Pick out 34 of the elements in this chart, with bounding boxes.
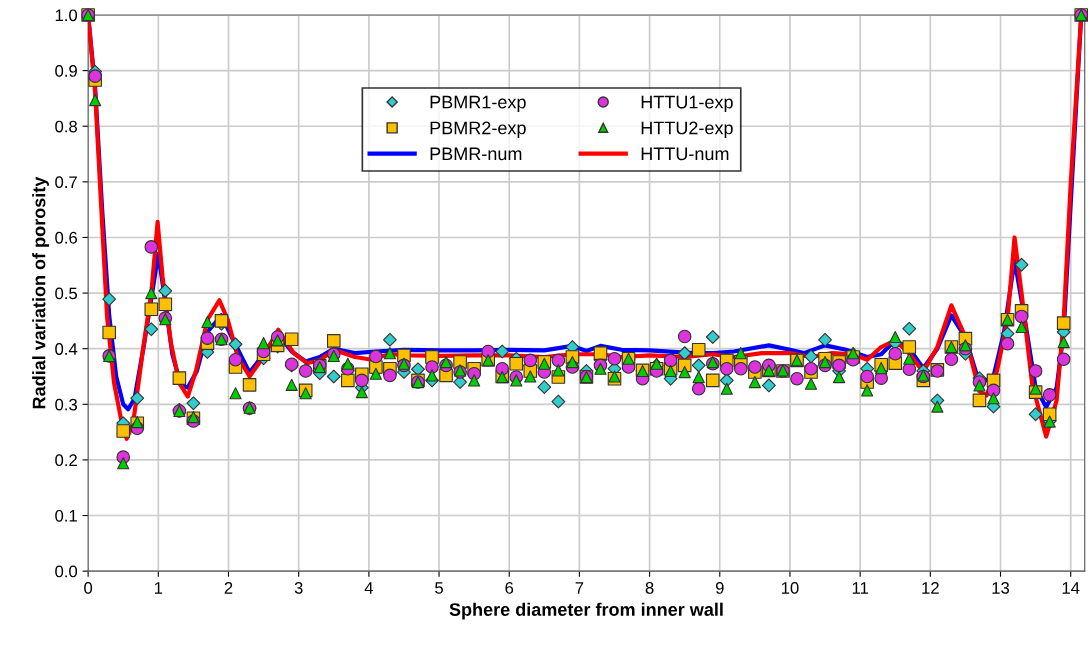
x-tick-label: 12 bbox=[922, 582, 939, 594]
x-tick-label: 7 bbox=[575, 582, 584, 594]
x-tick-label: 4 bbox=[364, 582, 374, 594]
y-tick-label: 0.9 bbox=[55, 65, 77, 77]
legend-label: PBMR1-exp bbox=[430, 95, 526, 113]
x-tick-label: 9 bbox=[715, 582, 724, 594]
x-tick-label: 0 bbox=[84, 582, 93, 594]
y-tick-label: 0.3 bbox=[55, 398, 77, 411]
legend-label: PBMR2-exp bbox=[430, 121, 526, 138]
y-tick-label: 0.8 bbox=[55, 120, 77, 133]
y-tick-label: 1.0 bbox=[55, 9, 78, 22]
y-tick-label: 0.4 bbox=[55, 343, 78, 355]
x-tick-label: 14 bbox=[1062, 582, 1080, 594]
y-tick-label: 0.6 bbox=[55, 231, 77, 244]
x-tick-label: 2 bbox=[224, 582, 233, 594]
legend-label: HTTU2-exp bbox=[641, 121, 733, 138]
y-tick-label: 0.1 bbox=[55, 509, 77, 522]
x-axis-title: Sphere diameter from inner wall bbox=[449, 602, 723, 620]
x-tick-label: 1 bbox=[154, 582, 163, 594]
legend-label: HTTU1-exp bbox=[641, 95, 733, 113]
legend-label: HTTU-num bbox=[641, 147, 729, 161]
x-tick-label: 3 bbox=[294, 582, 303, 594]
y-tick-label: 0.0 bbox=[55, 565, 78, 578]
x-tick-label: 10 bbox=[781, 582, 799, 594]
y-tick-label: 0.7 bbox=[55, 176, 77, 189]
x-tick-label: 13 bbox=[992, 582, 1010, 594]
y-tick-label: 0.5 bbox=[55, 287, 78, 300]
x-tick-label: 6 bbox=[505, 582, 514, 594]
y-tick-label: 0.2 bbox=[55, 454, 77, 467]
x-tick-label: 11 bbox=[852, 582, 868, 594]
legend-label: PBMR-num bbox=[430, 147, 522, 161]
x-tick-label: 8 bbox=[645, 582, 654, 594]
x-tick-label: 5 bbox=[435, 582, 443, 594]
y-axis-title: Radial variation of porosity bbox=[32, 176, 49, 409]
